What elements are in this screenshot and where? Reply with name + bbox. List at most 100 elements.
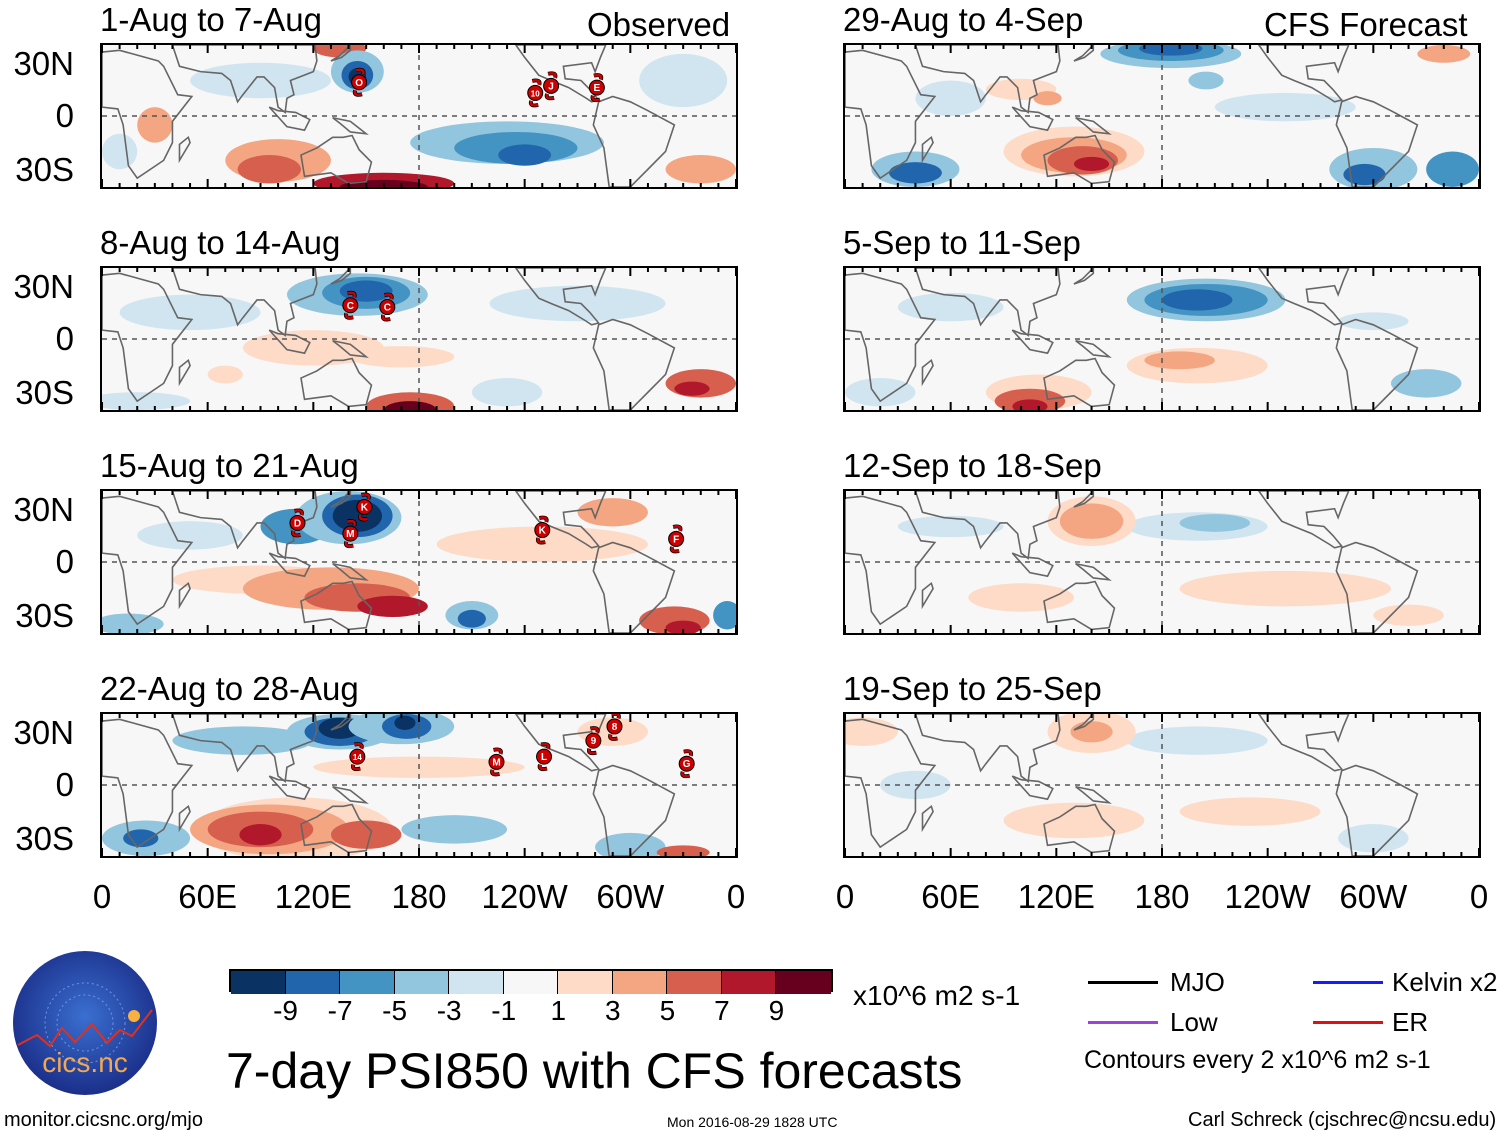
storm-label: G — [683, 759, 691, 770]
coastline — [1011, 329, 1054, 355]
coastline — [268, 775, 311, 801]
coastline — [592, 764, 676, 856]
longitude-label: 0 — [835, 878, 855, 915]
longitude-label: 120E — [1017, 878, 1095, 915]
storm-label: K — [539, 526, 547, 537]
panel-title: 19-Sep to 25-Sep — [843, 670, 1102, 707]
coastline — [1043, 803, 1116, 854]
anomaly-contour — [665, 155, 736, 184]
anomaly-contour — [845, 378, 916, 407]
anomaly-contour — [119, 294, 261, 331]
tropical-cyclone-marker: E — [588, 73, 605, 103]
colorbar — [229, 969, 833, 994]
latitude-label: 0 — [55, 97, 74, 134]
coastline — [1011, 552, 1054, 578]
colorbar-swatch — [612, 971, 668, 994]
coastline — [268, 106, 311, 132]
storm-label: M — [346, 529, 354, 540]
coastline — [300, 580, 373, 631]
panel-title: 8-Aug to 14-Aug — [100, 224, 341, 261]
anomaly-contour — [457, 609, 486, 628]
coastline — [914, 45, 1061, 114]
coastline — [268, 552, 311, 578]
longitude-label: 120W — [1224, 878, 1311, 915]
colorbar-tick-label: -1 — [491, 995, 517, 1026]
latitude-label: 0 — [55, 543, 74, 580]
latitude-label: 30S — [15, 374, 74, 411]
anomaly-contour — [207, 365, 243, 384]
coastline — [102, 495, 194, 626]
latitude-label: 30S — [15, 597, 74, 634]
coastline — [845, 49, 937, 180]
latitude-label: 30N — [13, 268, 74, 305]
legend-mjo-line — [1088, 981, 1158, 984]
anomaly-contour — [1417, 45, 1471, 63]
storm-label: D — [294, 518, 301, 529]
coastline — [171, 491, 318, 560]
coastline — [1011, 106, 1054, 132]
longitude-label: 60W — [1339, 878, 1408, 915]
anomaly-contour — [102, 392, 191, 410]
coastline — [921, 804, 934, 833]
tropical-cyclone-marker: 10 — [527, 78, 544, 108]
colorbar-tick-label: -3 — [436, 995, 462, 1026]
coastline — [178, 804, 191, 833]
longitude-label: 60W — [596, 878, 665, 915]
map-panel — [843, 43, 1481, 189]
tropical-cyclone-marker: G — [678, 749, 695, 779]
anomaly-contour — [190, 62, 331, 99]
anomaly-contour — [1070, 721, 1113, 743]
coastline — [102, 718, 194, 849]
anomaly-contour — [137, 107, 173, 143]
contours-note: Contours every 2 x10^6 m2 s-1 — [1084, 1046, 1431, 1074]
coastline — [330, 491, 352, 508]
tropical-cyclone-marker: C — [379, 292, 396, 322]
anomaly-contour — [237, 155, 302, 184]
colorbar-swatch — [285, 971, 341, 994]
storm-label: F — [673, 534, 679, 545]
coastline — [332, 339, 369, 358]
tropical-cyclone-marker: D — [289, 508, 306, 538]
longitude-label: 0 — [92, 878, 112, 915]
panel-title: 5-Sep to 11-Sep — [843, 224, 1081, 261]
coastline — [332, 785, 369, 804]
coastline — [592, 541, 676, 633]
coastline — [921, 358, 934, 387]
latitude-label: 30N — [13, 714, 74, 751]
storm-label: 8 — [612, 722, 618, 733]
coastline — [300, 357, 373, 408]
anomaly-contour — [639, 53, 728, 108]
colorbar-swatch — [340, 971, 395, 994]
colorbar-tick-label: 3 — [605, 995, 621, 1026]
legend-low: Low — [1170, 1007, 1218, 1037]
coastline — [1257, 45, 1350, 103]
coastline — [300, 803, 373, 854]
anomaly-contour — [1188, 71, 1224, 90]
coastline — [300, 134, 373, 185]
latitude-label: 30N — [13, 45, 74, 82]
footer-timestamp: Mon 2016-08-29 1828 UTC — [667, 1114, 838, 1130]
coastline — [914, 714, 1061, 783]
coastline — [1043, 357, 1116, 408]
coastline — [1335, 95, 1419, 187]
map-panel — [843, 489, 1481, 635]
legend-low-line — [1088, 1021, 1158, 1024]
tropical-cyclone-marker: J — [543, 71, 560, 101]
anomaly-contour — [401, 815, 508, 844]
coastline — [1075, 116, 1112, 135]
coastline — [332, 562, 369, 581]
map-panel: O 10 J E — [100, 43, 738, 189]
anomaly-contour — [1179, 514, 1251, 532]
footer-url[interactable]: monitor.cicsnc.org/mjo — [4, 1109, 203, 1131]
anomaly-contour — [1144, 351, 1215, 370]
anomaly-contour — [1162, 289, 1233, 311]
tropical-cyclone-marker: O — [351, 67, 368, 97]
tropical-cyclone-marker: K — [356, 492, 373, 522]
anomaly-contour — [137, 521, 243, 550]
panel-title: 22-Aug to 28-Aug — [100, 670, 359, 707]
coastline — [845, 272, 937, 403]
coastline — [1073, 491, 1095, 508]
storm-label: E — [594, 83, 601, 94]
anomaly-contour — [1033, 91, 1062, 106]
cics-logo: cics.nc — [12, 950, 158, 1096]
